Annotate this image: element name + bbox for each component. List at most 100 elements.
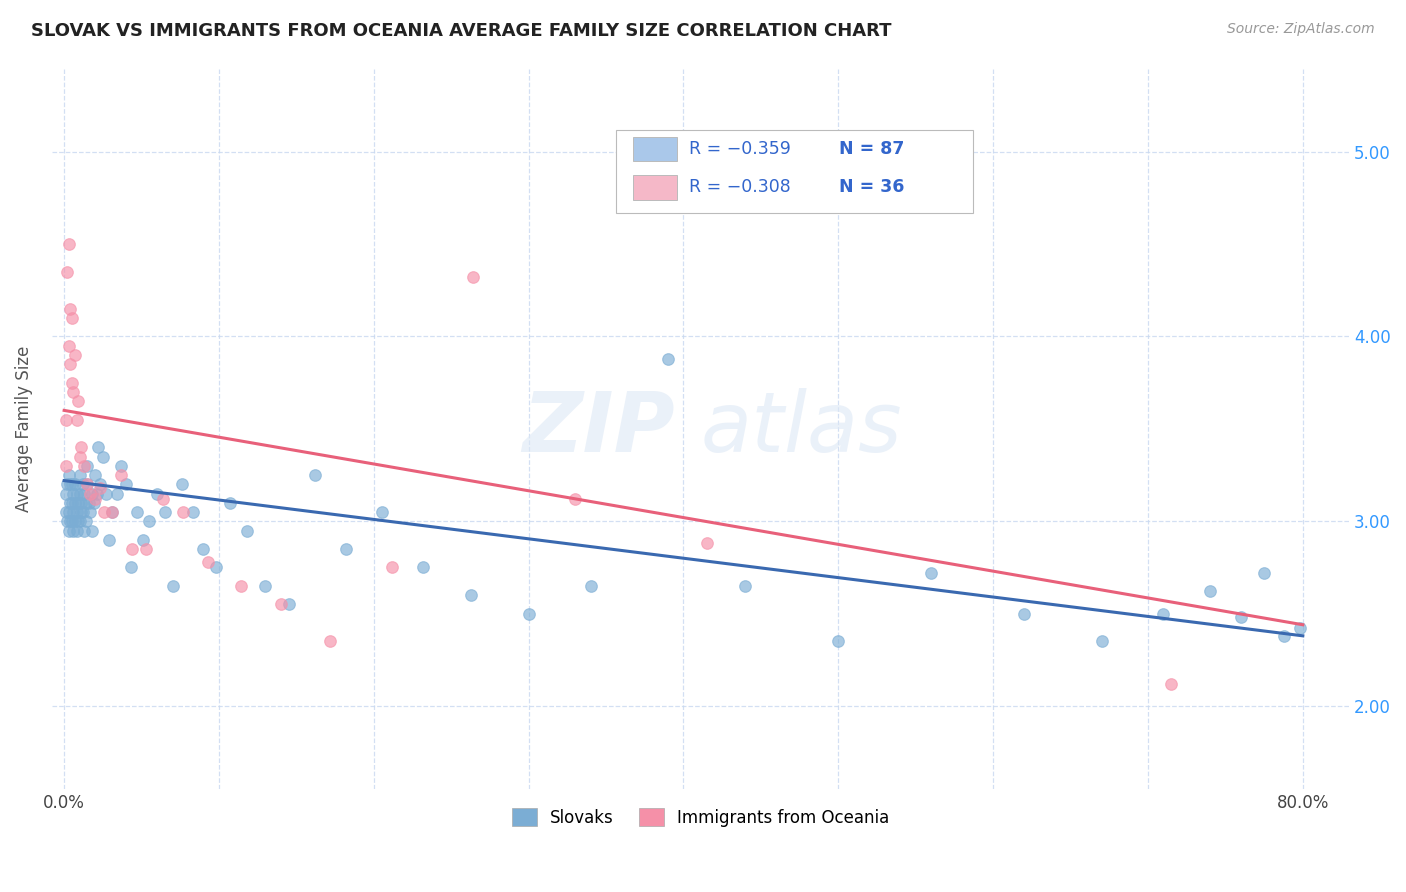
Point — [517, 607, 540, 621]
Point — [63, 496, 86, 510]
Point — [277, 598, 299, 612]
Point — [412, 560, 434, 574]
Point — [115, 477, 138, 491]
Point — [121, 541, 143, 556]
Point — [110, 458, 132, 473]
Text: ZIP: ZIP — [522, 388, 675, 469]
Point — [381, 560, 404, 574]
Point — [58, 505, 80, 519]
Text: Source: ZipAtlas.com: Source: ZipAtlas.com — [1227, 22, 1375, 37]
Point — [105, 486, 128, 500]
Point — [55, 486, 77, 500]
Point — [62, 524, 84, 538]
Legend: Slovaks, Immigrants from Oceania: Slovaks, Immigrants from Oceania — [503, 800, 897, 835]
Point — [1272, 629, 1295, 643]
Point — [70, 441, 93, 455]
Point — [920, 566, 942, 580]
Point — [55, 458, 77, 473]
FancyBboxPatch shape — [633, 175, 678, 200]
Point — [696, 536, 718, 550]
Point — [170, 477, 193, 491]
Point — [827, 634, 849, 648]
Point — [1230, 610, 1253, 624]
Point — [62, 505, 84, 519]
Point — [58, 237, 80, 252]
Text: R = −0.359: R = −0.359 — [689, 140, 790, 158]
Point — [73, 486, 96, 500]
Point — [58, 339, 80, 353]
Point — [56, 477, 79, 491]
Point — [1253, 566, 1275, 580]
Point — [205, 560, 228, 574]
Point — [76, 477, 98, 491]
Point — [65, 505, 87, 519]
Point — [87, 441, 110, 455]
Point — [86, 486, 108, 500]
Point — [304, 468, 326, 483]
Point — [579, 579, 602, 593]
Point — [1199, 584, 1222, 599]
Point — [60, 310, 83, 325]
Point — [370, 505, 392, 519]
Point — [91, 450, 114, 464]
Point — [89, 477, 111, 491]
Point — [1288, 622, 1310, 636]
Point — [146, 486, 169, 500]
Point — [79, 486, 101, 500]
Point — [67, 496, 90, 510]
Point — [153, 505, 176, 519]
Point — [236, 524, 259, 538]
Point — [63, 477, 86, 491]
Point — [60, 376, 83, 390]
FancyBboxPatch shape — [633, 137, 678, 161]
Point — [152, 492, 174, 507]
Point — [162, 579, 184, 593]
Point — [1012, 607, 1035, 621]
Point — [254, 579, 277, 593]
Point — [181, 505, 204, 519]
Point — [89, 481, 111, 495]
Text: N = 36: N = 36 — [839, 178, 904, 196]
Point — [125, 505, 148, 519]
Point — [63, 348, 86, 362]
Point — [55, 412, 77, 426]
Point — [218, 496, 240, 510]
Point — [80, 486, 103, 500]
Point — [84, 492, 107, 507]
Point — [79, 505, 101, 519]
Point — [73, 458, 96, 473]
Point — [69, 486, 91, 500]
Point — [55, 505, 77, 519]
Point — [75, 514, 97, 528]
Point — [73, 524, 96, 538]
Text: R = −0.308: R = −0.308 — [689, 178, 790, 196]
Point — [62, 384, 84, 399]
Point — [110, 468, 132, 483]
Text: N = 87: N = 87 — [839, 140, 904, 158]
Point — [1090, 634, 1112, 648]
Y-axis label: Average Family Size: Average Family Size — [15, 346, 32, 512]
Point — [65, 412, 87, 426]
FancyBboxPatch shape — [616, 129, 973, 212]
Point — [132, 533, 155, 547]
Point — [229, 579, 252, 593]
Point — [197, 555, 219, 569]
Point — [93, 505, 115, 519]
Point — [60, 477, 83, 491]
Point — [59, 301, 82, 316]
Point — [63, 514, 86, 528]
Point — [193, 541, 215, 556]
Point — [657, 351, 679, 366]
Point — [75, 496, 97, 510]
Text: atlas: atlas — [700, 388, 903, 469]
Point — [80, 524, 103, 538]
Point — [84, 468, 107, 483]
Point — [69, 450, 91, 464]
Point — [734, 579, 756, 593]
Point — [69, 514, 91, 528]
Point — [67, 514, 90, 528]
Point — [319, 634, 342, 648]
Point — [1160, 677, 1182, 691]
Point — [461, 270, 484, 285]
Point — [58, 524, 80, 538]
